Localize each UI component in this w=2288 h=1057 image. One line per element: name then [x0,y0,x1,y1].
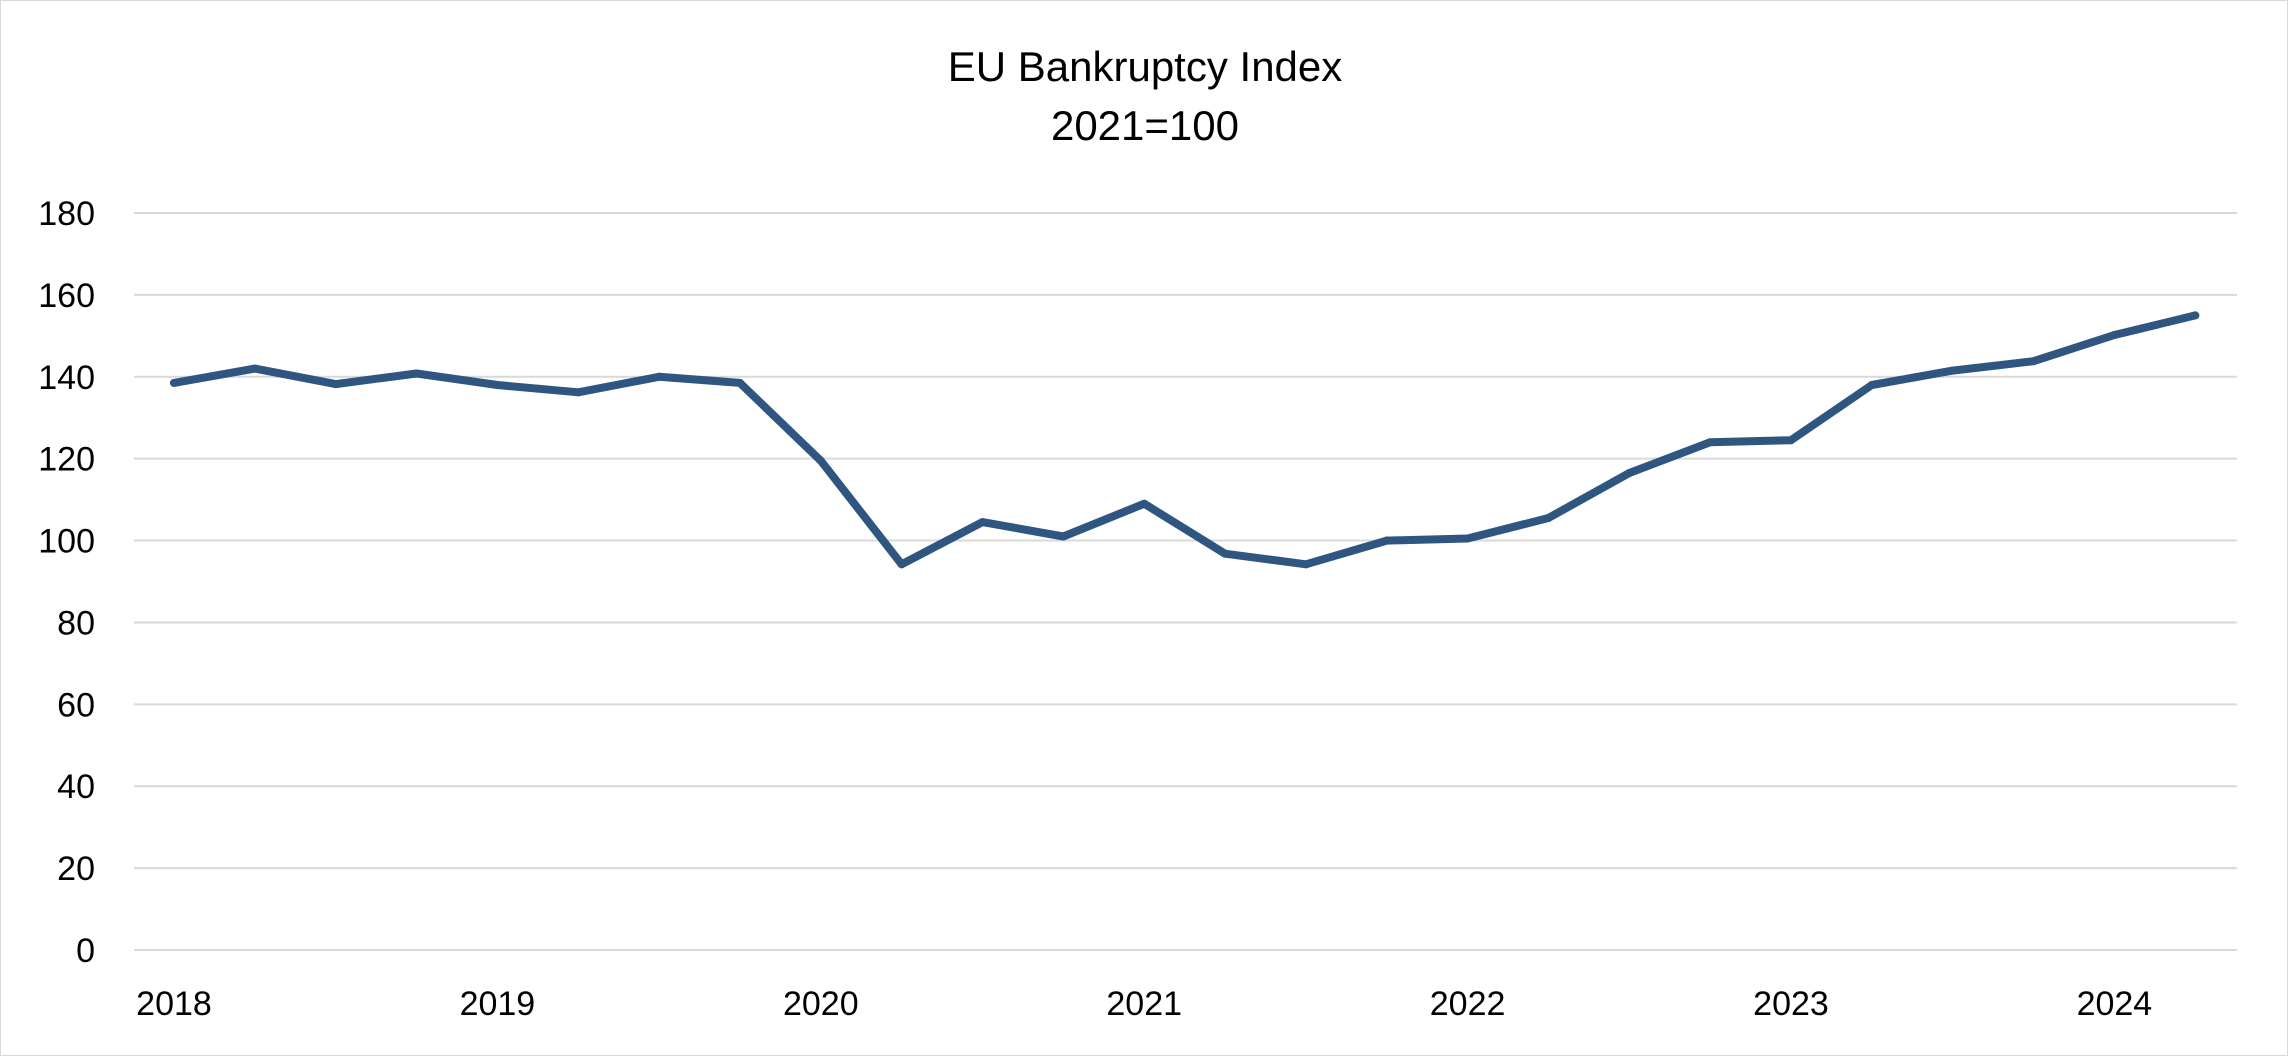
x-tick-label: 2023 [1753,985,1829,1023]
y-tick-label: 180 [38,195,95,233]
x-tick-label: 2020 [783,985,859,1023]
y-tick-label: 120 [38,441,95,479]
data-point [655,372,664,381]
series-line-0 [170,311,2200,569]
data-point [1463,534,1472,543]
x-tick-label: 2018 [136,985,212,1023]
data-point [250,364,259,373]
y-tick-label: 0 [76,932,95,970]
data-point [1787,436,1795,445]
data-point [897,560,906,569]
x-tick-label: 2021 [1106,985,1182,1023]
y-tick-label: 40 [57,768,95,806]
data-point [2029,357,2038,366]
data-point [2191,311,2200,320]
data-point [1382,536,1391,545]
data-point [331,380,340,389]
data-point [1625,468,1634,477]
y-tick-label: 20 [57,850,95,888]
gridlines [134,212,2237,951]
data-point [816,456,825,465]
data-point [1544,514,1553,523]
data-point [978,518,987,527]
data-point [412,369,421,378]
data-point [574,388,583,397]
data-point [170,378,178,387]
x-tick-label: 2022 [1430,985,1506,1023]
y-tick-label: 100 [38,523,95,561]
data-point [1867,380,1876,389]
y-tick-label: 80 [57,604,95,642]
data-point [1059,532,1068,541]
chart-title: EU Bankruptcy Index [948,43,1343,90]
data-point [1140,499,1149,508]
x-tick-label: 2019 [460,985,536,1023]
y-axis-ticks: 0 20 40 60 80 100 120 140 160 180 [38,195,95,970]
x-axis-ticks: 2018 2019 2020 2021 2022 2023 2024 [136,985,2152,1023]
series-layer [170,311,2200,569]
data-point [1221,549,1230,558]
y-tick-label: 60 [57,686,95,724]
x-tick-label: 2024 [2077,985,2153,1023]
data-point [2110,331,2119,340]
data-point [735,378,744,387]
data-point [1301,560,1310,569]
y-tick-label: 140 [38,359,95,397]
chart-subtitle: 2021=100 [1051,102,1239,149]
y-tick-label: 160 [38,277,95,315]
data-point [493,380,502,389]
data-point [1948,366,1957,375]
data-point [1706,438,1715,447]
